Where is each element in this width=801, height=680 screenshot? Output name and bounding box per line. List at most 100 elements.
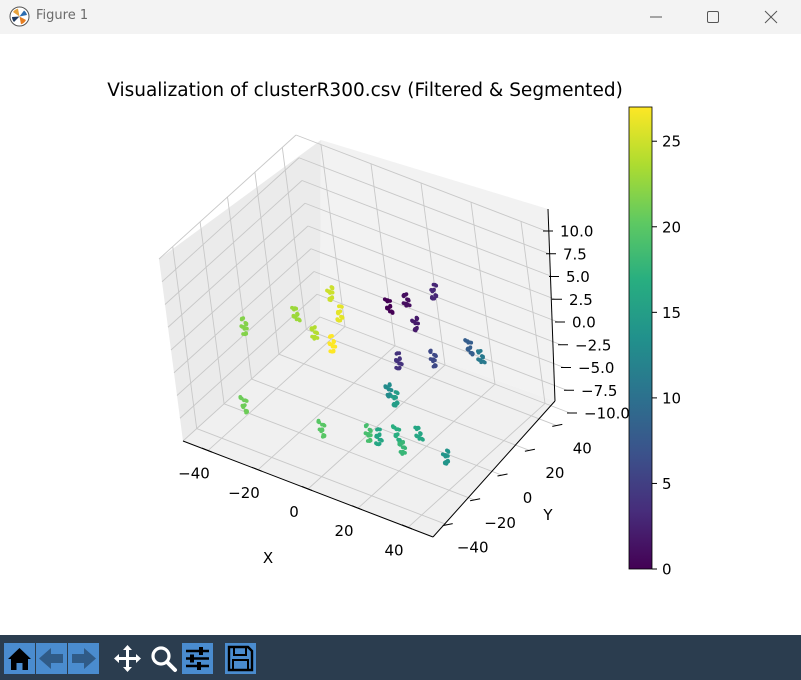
data-point <box>399 441 404 446</box>
data-point <box>315 336 320 340</box>
x-tick-mark <box>251 466 263 472</box>
data-point <box>466 346 471 351</box>
data-point <box>333 344 338 349</box>
back-button[interactable] <box>36 643 67 674</box>
colorbar: 0 5 10 15 20 25 <box>628 106 681 579</box>
data-point <box>398 450 403 454</box>
data-point <box>385 392 390 397</box>
x-tick-label: −20 <box>228 484 260 502</box>
grid-line <box>278 353 530 451</box>
data-point <box>476 357 480 362</box>
grid-line <box>158 134 297 260</box>
figure-canvas[interactable]: Visualization of clusterR300.csv (Filter… <box>0 34 801 635</box>
data-point <box>374 441 378 446</box>
z-axis-line <box>547 208 556 402</box>
data-point <box>378 427 382 432</box>
data-point <box>322 423 327 428</box>
forward-icon <box>72 648 96 669</box>
x-tick-mark <box>401 524 413 530</box>
zoom-button[interactable] <box>148 643 179 674</box>
data-point <box>245 326 249 331</box>
data-point <box>414 317 419 322</box>
x-tick-label: 40 <box>384 541 403 559</box>
data-point <box>295 313 299 317</box>
data-point <box>244 399 249 403</box>
data-point <box>328 349 333 354</box>
data-point <box>330 334 334 338</box>
close-icon <box>764 10 778 24</box>
data-point <box>430 295 434 299</box>
home-button[interactable] <box>4 643 35 674</box>
grid-line <box>313 271 565 368</box>
data-point <box>394 395 398 400</box>
data-point <box>376 433 380 438</box>
minimize-button[interactable] <box>627 0 685 34</box>
close-button[interactable] <box>742 0 800 34</box>
x-tick-label: −40 <box>178 465 210 483</box>
grid-line <box>319 316 571 414</box>
data-point <box>433 358 437 363</box>
data-point <box>446 450 451 454</box>
data-point <box>440 452 445 457</box>
data-point <box>421 437 425 442</box>
matplotlib-app-icon <box>9 6 30 27</box>
data-point <box>330 290 335 295</box>
grid-line <box>301 180 553 277</box>
data-point <box>241 332 246 336</box>
z-tick-label: −7.5 <box>581 382 617 400</box>
data-point <box>444 460 448 464</box>
z-tick-label: −2.5 <box>575 336 611 354</box>
configure-subplots-icon <box>186 647 209 670</box>
data-point <box>388 299 392 303</box>
x-tick-mark <box>201 447 213 453</box>
colorbar-gradient <box>628 106 653 570</box>
grid-line <box>161 157 300 283</box>
y-tick-mark <box>442 523 453 527</box>
forward-button[interactable] <box>68 643 99 674</box>
z-tick-label: 10.0 <box>560 223 593 241</box>
maximize-button[interactable] <box>684 0 742 34</box>
data-point <box>320 434 325 439</box>
data-point <box>294 306 299 311</box>
data-point <box>393 432 398 437</box>
data-point <box>397 427 402 432</box>
data-point <box>403 446 408 450</box>
data-point <box>446 454 450 458</box>
scatter-3d-plot[interactable]: Visualization of clusterR300.csv (Filter… <box>0 34 801 635</box>
save-button[interactable] <box>225 643 256 674</box>
data-point <box>481 355 485 360</box>
grid-line <box>306 328 557 426</box>
data-point <box>394 358 398 362</box>
colorbar-tick-label: 15 <box>662 304 681 322</box>
data-point <box>428 357 433 361</box>
y-tick-mark <box>524 448 535 452</box>
data-point <box>434 354 438 358</box>
data-point <box>331 340 336 345</box>
y-tick-mark <box>552 423 563 427</box>
grid-line <box>173 248 312 374</box>
z-tick-label: 2.5 <box>569 291 593 309</box>
colorbar-tick-label: 20 <box>662 218 681 236</box>
data-point <box>407 303 412 308</box>
data-point <box>244 322 249 327</box>
data-point <box>428 348 433 353</box>
grid-line <box>316 293 568 391</box>
pan-button[interactable] <box>112 643 143 674</box>
data-point <box>297 318 302 323</box>
x-axis-label: X <box>263 549 273 567</box>
data-point <box>330 286 335 291</box>
data-point <box>291 313 296 318</box>
data-point <box>470 352 475 357</box>
data-point <box>328 296 333 301</box>
x-tick-mark <box>351 505 363 511</box>
y-tick-mark <box>470 498 481 502</box>
data-point <box>469 340 474 345</box>
x-tick-label: 20 <box>334 522 353 540</box>
y-tick-label: 20 <box>545 464 564 482</box>
data-point <box>413 425 418 430</box>
data-point <box>380 438 384 443</box>
data-point <box>336 310 340 314</box>
data-point <box>390 394 395 399</box>
configure-subplots-button[interactable] <box>182 643 213 674</box>
y-axis-line <box>432 400 556 538</box>
